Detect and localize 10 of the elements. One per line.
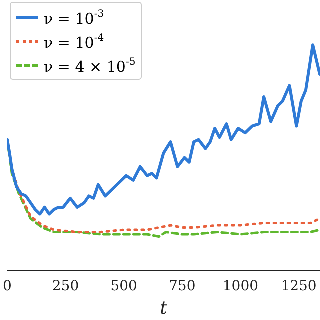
legend-label: ν = 10$^{-4}$ <box>44 32 104 53</box>
legend-label: ν = 4 × 10$^{-5}$ <box>44 56 136 77</box>
x-tick-label: 1000 <box>222 278 259 295</box>
x-axis-title: t <box>160 298 168 319</box>
x-tick-label: 1250 <box>281 278 317 295</box>
x-tick-label: 250 <box>52 278 80 295</box>
x-tick-label: 500 <box>110 278 138 295</box>
x-tick-label: 0 <box>2 278 12 295</box>
x-tick-label: 750 <box>169 278 196 295</box>
legend-label: ν = 10$^{-3}$ <box>44 8 104 29</box>
